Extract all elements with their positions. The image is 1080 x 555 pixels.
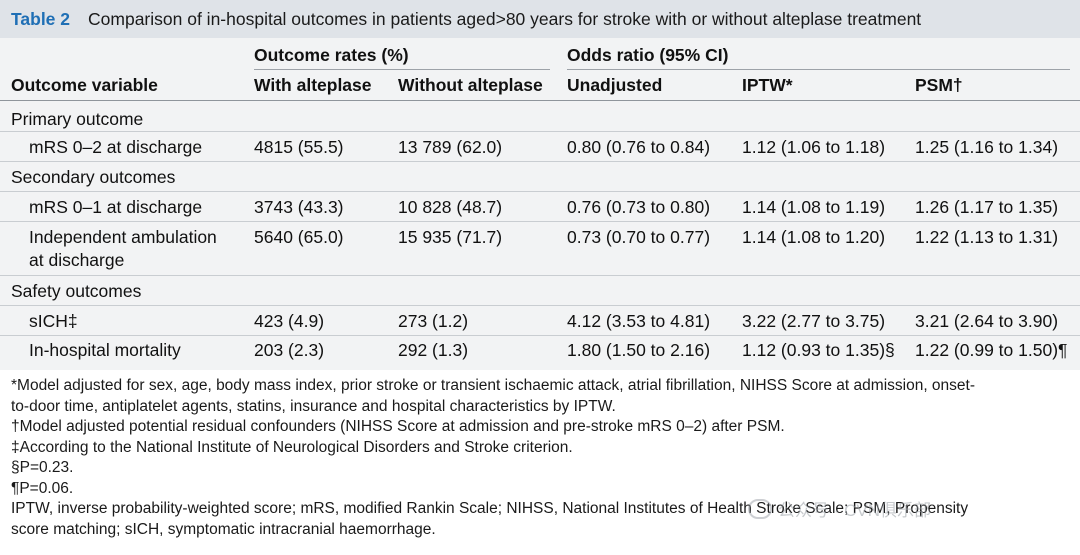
group-header-odds-ratio: Odds ratio (95% CI) <box>567 45 729 65</box>
row-label-line1: Independent ambulation <box>29 227 217 247</box>
cell-without: 292 (1.3) <box>398 340 469 360</box>
row-divider <box>0 305 1080 306</box>
footnote-abbreviations-line1: IPTW, inverse probability-weighted score… <box>11 500 969 517</box>
row-label: mRS 0–1 at discharge <box>29 197 203 217</box>
section-secondary: Secondary outcomes <box>11 167 176 187</box>
footnote-abbreviations-line2: score matching; sICH, symptomatic intrac… <box>11 520 436 538</box>
cell-iptw: 3.22 (2.77 to 3.75) <box>742 311 886 331</box>
cell-psm: 3.21 (2.64 to 3.90) <box>915 311 1059 331</box>
row-divider <box>0 131 1080 132</box>
cell-with: 5640 (65.0) <box>254 227 344 247</box>
cell-without: 10 828 (48.7) <box>398 197 503 217</box>
row-label: mRS 0–2 at discharge <box>29 137 203 157</box>
row-divider <box>0 275 1080 276</box>
cell-iptw: 1.14 (1.08 to 1.20) <box>742 227 886 247</box>
outcomes-table: Outcome rates (%) Odds ratio (95% CI) Ou… <box>0 38 1080 370</box>
group-underline-outcome-rates <box>254 69 550 70</box>
header-divider <box>0 100 1080 101</box>
cell-iptw: 1.12 (0.93 to 1.35)§ <box>742 340 895 360</box>
footnote-p-psm: ¶P=0.06. <box>11 479 74 497</box>
cell-unadjusted: 0.73 (0.70 to 0.77) <box>567 227 711 247</box>
cell-with: 423 (4.9) <box>254 311 325 331</box>
group-header-outcome-rates: Outcome rates (%) <box>254 45 409 65</box>
cell-iptw: 1.12 (1.06 to 1.18) <box>742 137 886 157</box>
col-header-psm: PSM† <box>915 75 963 95</box>
cell-with: 3743 (43.3) <box>254 197 344 217</box>
cell-without: 15 935 (71.7) <box>398 227 503 247</box>
cell-unadjusted: 1.80 (1.50 to 2.16) <box>567 340 711 360</box>
row-divider <box>0 191 1080 192</box>
cell-unadjusted: 4.12 (3.53 to 4.81) <box>567 311 711 331</box>
footnote-p-iptw: §P=0.23. <box>11 459 74 476</box>
footnote-iptw-line1: *Model adjusted for sex, age, body mass … <box>11 377 976 394</box>
cell-unadjusted: 0.76 (0.73 to 0.80) <box>567 197 711 217</box>
group-underline-odds-ratio <box>567 69 1070 70</box>
cell-with: 4815 (55.5) <box>254 137 344 157</box>
footnote-iptw-line2: to-door time, antiplatelet agents, stati… <box>11 397 616 415</box>
footnote-sich: ‡According to the National Institute of … <box>11 438 573 456</box>
cell-iptw: 1.14 (1.08 to 1.19) <box>742 197 886 217</box>
table-footnotes: *Model adjusted for sex, age, body mass … <box>0 370 1080 555</box>
cell-without: 273 (1.2) <box>398 311 469 331</box>
table-number: Table 2 <box>11 8 71 29</box>
col-header-unadjusted: Unadjusted <box>567 75 663 95</box>
cell-with: 203 (2.3) <box>254 340 325 360</box>
col-header-without-alteplase: Without alteplase <box>398 75 543 95</box>
col-header-variable: Outcome variable <box>11 75 158 95</box>
row-divider <box>0 161 1080 162</box>
cell-psm: 1.25 (1.16 to 1.34) <box>915 137 1059 157</box>
cell-psm: 1.22 (1.13 to 1.31) <box>915 227 1059 247</box>
footnote-psm: †Model adjusted potential residual confo… <box>11 418 785 435</box>
row-label: In-hospital mortality <box>29 340 181 360</box>
row-label-line2: at discharge <box>29 250 125 270</box>
cell-psm: 1.22 (0.99 to 1.50)¶ <box>915 340 1068 360</box>
row-label: sICH‡ <box>29 311 78 331</box>
col-header-with-alteplase: With alteplase <box>254 75 372 95</box>
section-primary: Primary outcome <box>11 109 144 129</box>
row-divider <box>0 221 1080 222</box>
section-safety: Safety outcomes <box>11 281 142 301</box>
table-title: Table 2 Comparison of in-hospital outcom… <box>0 0 1080 38</box>
cell-psm: 1.26 (1.17 to 1.35) <box>915 197 1059 217</box>
table-caption: Comparison of in-hospital outcomes in pa… <box>88 8 922 29</box>
row-divider <box>0 335 1080 336</box>
cell-unadjusted: 0.80 (0.76 to 0.84) <box>567 137 711 157</box>
col-header-iptw: IPTW* <box>742 75 793 95</box>
cell-without: 13 789 (62.0) <box>398 137 503 157</box>
